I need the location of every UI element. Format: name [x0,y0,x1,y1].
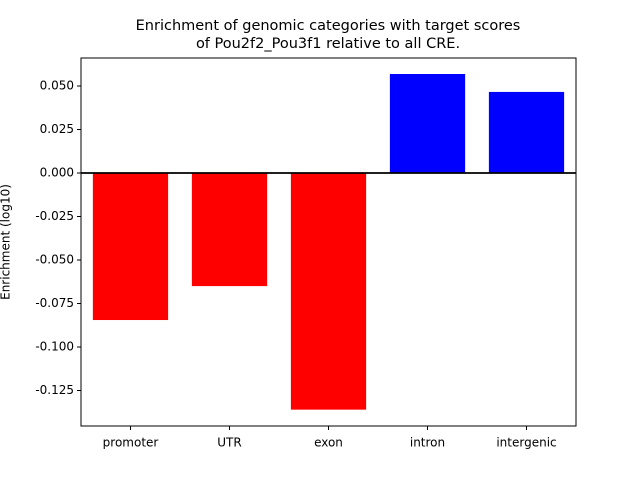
y-tick-label: 0.025 [40,122,74,136]
y-axis-label: Enrichment (log10) [0,184,13,300]
y-tick-label: -0.100 [35,340,74,354]
bar [389,74,466,174]
y-tick-label: -0.050 [35,253,74,267]
x-tick-label: exon [314,436,343,450]
x-tick-label: UTR [217,436,241,450]
bar [488,91,565,174]
bar [191,173,268,287]
y-tick-label: 0.000 [40,166,74,180]
bar [92,173,169,321]
x-tick-label: intergenic [496,436,556,450]
x-tick-label: intron [410,436,445,450]
y-tick-label: -0.125 [35,383,74,397]
y-tick-label: -0.075 [35,296,74,310]
chart-title: Enrichment of genomic categories with ta… [136,18,521,34]
chart-title: of Pou2f2_Pou3f1 relative to all CRE. [196,36,460,52]
y-tick-label: 0.050 [40,79,74,93]
bar [290,173,367,410]
plot-frame [80,57,577,427]
y-tick-label: -0.025 [35,209,74,223]
x-tick-label: promoter [103,436,159,450]
